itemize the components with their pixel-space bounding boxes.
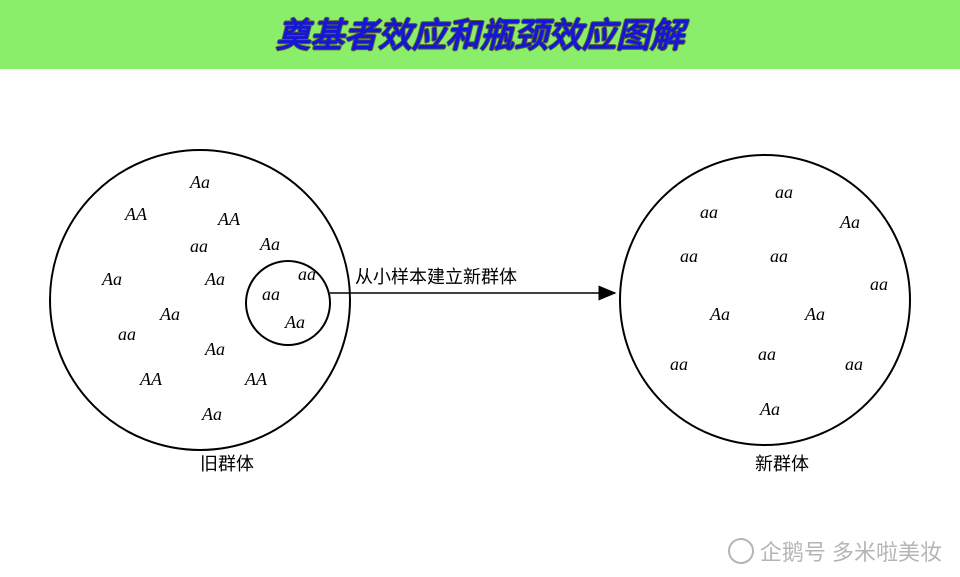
old-genotype-3: aa [190, 236, 208, 256]
new-genotype-5: aa [870, 274, 888, 294]
old-genotype-10: AA [139, 369, 163, 389]
new-population-label: 新群体 [755, 454, 809, 474]
old-genotype-12: Aa [201, 404, 222, 424]
old-genotype-1: AA [124, 204, 148, 224]
new-genotype-11: Aa [759, 399, 780, 419]
old-genotype-6: Aa [204, 269, 225, 289]
sample-genotype-2: Aa [284, 312, 305, 332]
sample-subset-circle [246, 261, 330, 345]
new-genotype-2: Aa [839, 212, 860, 232]
watermark: 企鹅号 多米啦美妆 [728, 535, 942, 567]
old-genotype-4: Aa [259, 234, 280, 254]
old-genotype-7: Aa [159, 304, 180, 324]
diagram-svg: AaAAAAaaAaAaAaAaaaAaAAAAAa旧群体aaaaAa从小样本建… [0, 0, 960, 577]
penguin-icon [728, 538, 754, 564]
arrow-label: 从小样本建立新群体 [355, 267, 517, 287]
new-genotype-10: aa [845, 354, 863, 374]
sample-genotype-0: aa [298, 264, 316, 284]
old-genotype-5: Aa [101, 269, 122, 289]
new-genotype-1: aa [700, 202, 718, 222]
old-population-label: 旧群体 [200, 454, 254, 474]
new-genotype-9: aa [670, 354, 688, 374]
old-genotype-2: AA [217, 209, 241, 229]
watermark-text: 企鹅号 多米啦美妆 [760, 535, 942, 567]
new-genotype-4: aa [770, 246, 788, 266]
new-genotype-0: aa [775, 182, 793, 202]
new-genotype-6: Aa [709, 304, 730, 324]
old-genotype-8: aa [118, 324, 136, 344]
old-genotype-0: Aa [189, 172, 210, 192]
sample-genotype-1: aa [262, 284, 280, 304]
new-genotype-3: aa [680, 246, 698, 266]
old-genotype-11: AA [244, 369, 268, 389]
old-population-circle [50, 150, 350, 450]
new-genotype-8: aa [758, 344, 776, 364]
new-genotype-7: Aa [804, 304, 825, 324]
old-genotype-9: Aa [204, 339, 225, 359]
